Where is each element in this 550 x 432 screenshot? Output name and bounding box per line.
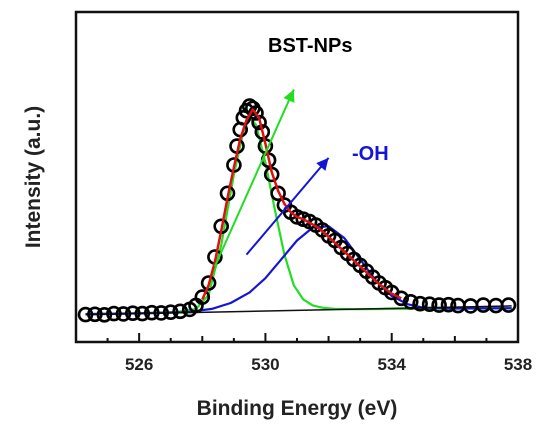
y-axis-title: Intensity (a.u.) bbox=[22, 106, 45, 248]
x-axis-title: Binding Energy (eV) bbox=[197, 397, 398, 420]
data-point bbox=[440, 296, 457, 313]
data-point bbox=[115, 306, 132, 322]
x-tick-label: 538 bbox=[504, 355, 532, 374]
data-point bbox=[270, 185, 286, 202]
annotation-label-1: -OH bbox=[352, 143, 389, 165]
data-point bbox=[144, 304, 160, 321]
data-point bbox=[172, 303, 188, 320]
data-point bbox=[87, 306, 103, 323]
series-line-4 bbox=[85, 305, 512, 316]
annotation-label-0: BST-NPs bbox=[268, 35, 352, 57]
data-point bbox=[412, 295, 428, 312]
data-point bbox=[254, 124, 271, 140]
annotation-arrow-1 bbox=[245, 157, 330, 256]
x-tick-label: 534 bbox=[378, 355, 407, 374]
annotation-arrow-0 bbox=[214, 89, 295, 267]
data-point bbox=[475, 297, 492, 313]
data-point bbox=[194, 289, 211, 305]
data-point bbox=[235, 110, 252, 126]
data-point bbox=[96, 306, 113, 323]
x-ticks: 526 530 534 538 bbox=[75, 333, 532, 374]
data-point bbox=[500, 297, 517, 313]
data-point bbox=[162, 304, 179, 321]
plot-layer bbox=[77, 98, 517, 323]
x-tick-label: 530 bbox=[251, 355, 279, 374]
plot-frame bbox=[74, 10, 520, 344]
annotation-arrowhead-0 bbox=[283, 89, 295, 103]
data-point bbox=[402, 293, 419, 310]
data-point bbox=[200, 275, 217, 291]
fit-envelope-line bbox=[201, 108, 402, 300]
annotation-arrowhead-1 bbox=[316, 157, 329, 171]
x-tick-label: 526 bbox=[125, 355, 153, 374]
data-point bbox=[462, 298, 479, 314]
data-point bbox=[393, 290, 410, 307]
data-point bbox=[106, 305, 122, 322]
data-point bbox=[77, 306, 94, 323]
data-point bbox=[153, 305, 169, 321]
data-point bbox=[125, 305, 141, 322]
data-point bbox=[421, 296, 438, 313]
annotations: BST-NPs -OH bbox=[214, 35, 389, 267]
series-line-3 bbox=[85, 225, 512, 316]
data-point bbox=[134, 305, 151, 322]
data-point bbox=[450, 297, 466, 314]
data-point bbox=[431, 297, 447, 313]
